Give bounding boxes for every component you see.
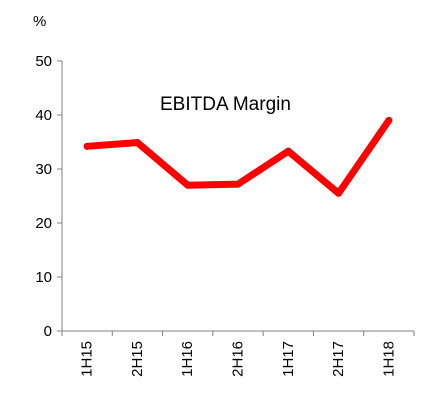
- y-tick-label: 20: [35, 215, 52, 232]
- y-axis-unit-label: %: [33, 13, 46, 30]
- x-tick-label: 2H17: [330, 341, 347, 377]
- x-tick-label: 1H16: [179, 341, 196, 377]
- data-point: [133, 139, 141, 147]
- y-tick-label: 40: [35, 107, 52, 124]
- y-tick-label: 50: [35, 53, 52, 70]
- x-tick-label: 2H16: [230, 341, 247, 377]
- chart-title: EBITDA Margin: [160, 94, 291, 115]
- data-point: [385, 116, 393, 124]
- x-tick-label: 1H18: [380, 341, 397, 377]
- data-point: [83, 142, 91, 150]
- y-tick-label: 10: [35, 269, 52, 286]
- x-tick-label: 1H15: [79, 341, 96, 377]
- y-tick-label: 0: [44, 323, 52, 340]
- x-tick-label: 2H15: [129, 341, 146, 377]
- series-group: [83, 116, 393, 197]
- y-axis-ticks: 0 10 20 30 40 50: [35, 53, 62, 340]
- data-point: [284, 147, 292, 155]
- x-axis-ticks: 1H15 2H15 1H16 2H16 1H17 2H17 1H18: [61, 331, 415, 377]
- y-tick-label: 30: [35, 161, 52, 178]
- data-point: [335, 189, 343, 197]
- data-point: [234, 180, 242, 188]
- x-tick-label: 1H17: [280, 341, 297, 377]
- data-point: [184, 181, 192, 189]
